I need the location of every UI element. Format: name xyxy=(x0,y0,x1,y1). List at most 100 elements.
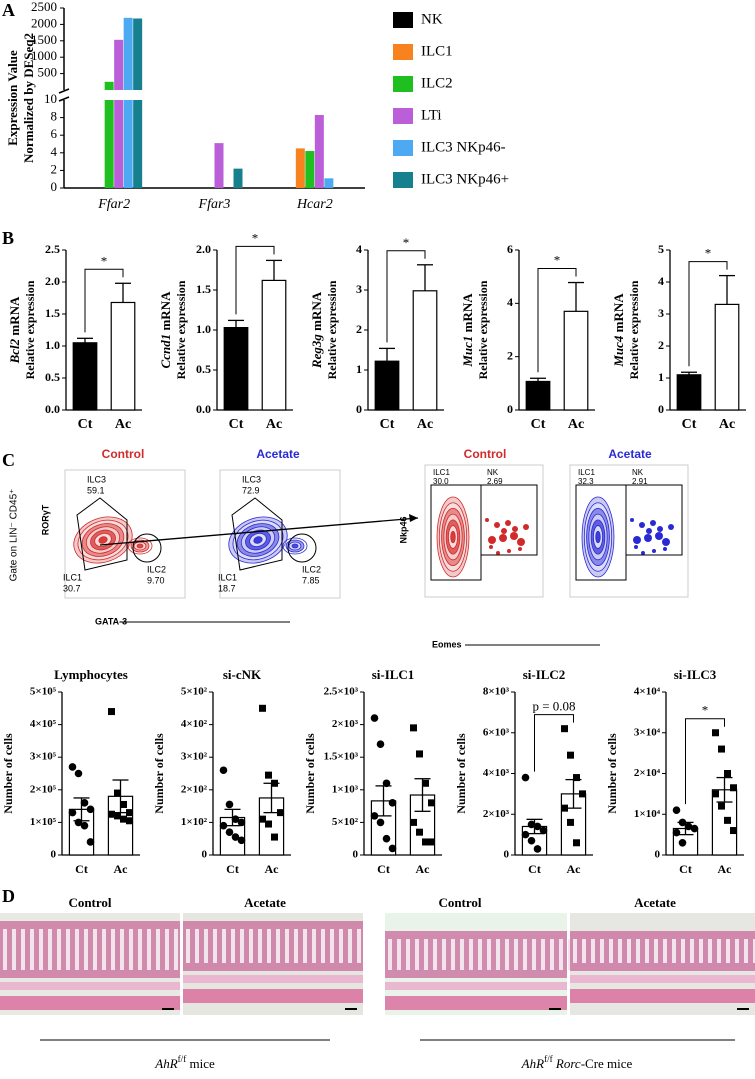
x-tick-label: Ffar3 xyxy=(198,197,231,212)
event-dot xyxy=(510,532,518,540)
muscle xyxy=(570,989,755,1003)
event-dot xyxy=(634,545,638,549)
y-axis-label-part: Ccnd1 xyxy=(158,334,173,369)
y-tick-label: 2×10³ xyxy=(483,808,510,820)
y-tick-label: 4 xyxy=(507,295,513,309)
crypt xyxy=(75,929,79,970)
contour xyxy=(98,536,108,544)
significance-bracket xyxy=(688,261,728,367)
crypt xyxy=(744,939,748,963)
y-tick-label: 1×10⁵ xyxy=(30,816,57,828)
y-tick-label: 10 xyxy=(44,91,57,106)
crypt xyxy=(339,929,343,963)
plot-title: Acetate xyxy=(608,447,652,461)
x-tick-label: Ac xyxy=(115,417,131,432)
flow-text: 9.70 xyxy=(147,575,165,585)
significance-bracket xyxy=(235,245,275,315)
data-point xyxy=(527,836,536,845)
event-dot xyxy=(655,532,663,540)
crypt xyxy=(93,929,97,970)
data-point xyxy=(410,724,417,732)
flow-text: 18.7 xyxy=(218,583,236,593)
crypt xyxy=(111,929,115,970)
data-point xyxy=(225,828,234,836)
data-point xyxy=(428,799,435,807)
y-tick-label: 0 xyxy=(504,849,510,861)
data-point xyxy=(219,821,228,830)
y-tick-label: 2×10⁴ xyxy=(634,767,661,779)
bar xyxy=(72,342,98,411)
bar xyxy=(563,310,589,411)
y-tick-label: 2500 xyxy=(31,0,57,14)
event-dot xyxy=(505,520,511,526)
group-label: AhRf/f Rorc-Cre mice xyxy=(521,1054,633,1071)
x-tick-label: Ac xyxy=(416,862,431,876)
group-label-part: -Cre mice xyxy=(581,1056,633,1071)
y-tick-label: 0 xyxy=(353,849,359,861)
crypt xyxy=(442,939,446,970)
bar xyxy=(133,18,143,90)
y-tick-label: 4 xyxy=(658,274,664,288)
bar xyxy=(114,39,124,90)
data-point xyxy=(376,740,385,748)
crypt xyxy=(249,929,253,963)
crypt xyxy=(138,929,142,970)
data-point xyxy=(690,824,699,833)
data-point xyxy=(533,822,542,831)
bar xyxy=(261,279,287,411)
panel-label: A xyxy=(2,0,15,20)
y-tick-label: 3×10² xyxy=(181,751,208,763)
data-point xyxy=(388,844,397,853)
y-axis-label-part: mRNA xyxy=(158,291,173,334)
y-tick-label: 4×10³ xyxy=(483,767,510,779)
significance-label: * xyxy=(705,246,712,261)
y-tick-label: 2.0 xyxy=(196,242,211,256)
flow-text: 32.3 xyxy=(578,477,594,486)
bar xyxy=(114,100,124,188)
event-dot xyxy=(657,526,663,532)
bar xyxy=(295,148,305,188)
crypt xyxy=(213,929,217,963)
data-point xyxy=(126,809,133,817)
crypt xyxy=(348,929,352,963)
event-dot xyxy=(512,526,518,532)
image-title: Acetate xyxy=(244,895,286,910)
legend-swatch xyxy=(393,140,413,156)
y-axis-label: Number of cells xyxy=(303,733,317,814)
data-point xyxy=(237,818,246,827)
data-point xyxy=(573,774,580,782)
y-tick-label: 1.5 xyxy=(196,282,211,296)
data-point xyxy=(678,818,687,827)
crypt xyxy=(469,939,473,970)
bar xyxy=(525,380,551,411)
y-axis-label: Relative expression xyxy=(23,280,37,379)
y-tick-label: 0.0 xyxy=(45,402,60,416)
group-label-part: f/f xyxy=(544,1054,554,1064)
event-dot xyxy=(668,524,674,530)
y-tick-label: 5×10⁵ xyxy=(30,686,57,698)
y-tick-label: 2 xyxy=(507,348,513,362)
crypt xyxy=(609,939,613,963)
crypt xyxy=(267,929,271,963)
data-point xyxy=(108,708,115,716)
flow-text: Nkp46 xyxy=(398,516,408,543)
crypt xyxy=(397,939,401,970)
crypt xyxy=(57,929,61,970)
flow-text: Eomes xyxy=(432,639,462,649)
y-tick-label: 0 xyxy=(655,849,661,861)
crypt xyxy=(523,939,527,970)
event-dot xyxy=(485,518,489,522)
y-tick-label: 5 xyxy=(658,242,664,256)
data-point xyxy=(567,751,574,759)
flow-text: ILC1 xyxy=(63,572,82,582)
y-tick-label: 2 xyxy=(658,338,664,352)
y-tick-label: 1×10³ xyxy=(332,783,359,795)
y-axis-label: Bcl2 mRNA xyxy=(7,296,22,364)
y-tick-label: 3 xyxy=(658,306,664,320)
y-axis-label: Muc4 mRNA xyxy=(611,293,626,368)
crypt xyxy=(505,939,509,970)
event-dot xyxy=(639,522,645,528)
significance-bracket xyxy=(537,268,577,373)
crypt xyxy=(30,929,34,970)
crypt xyxy=(415,939,419,970)
